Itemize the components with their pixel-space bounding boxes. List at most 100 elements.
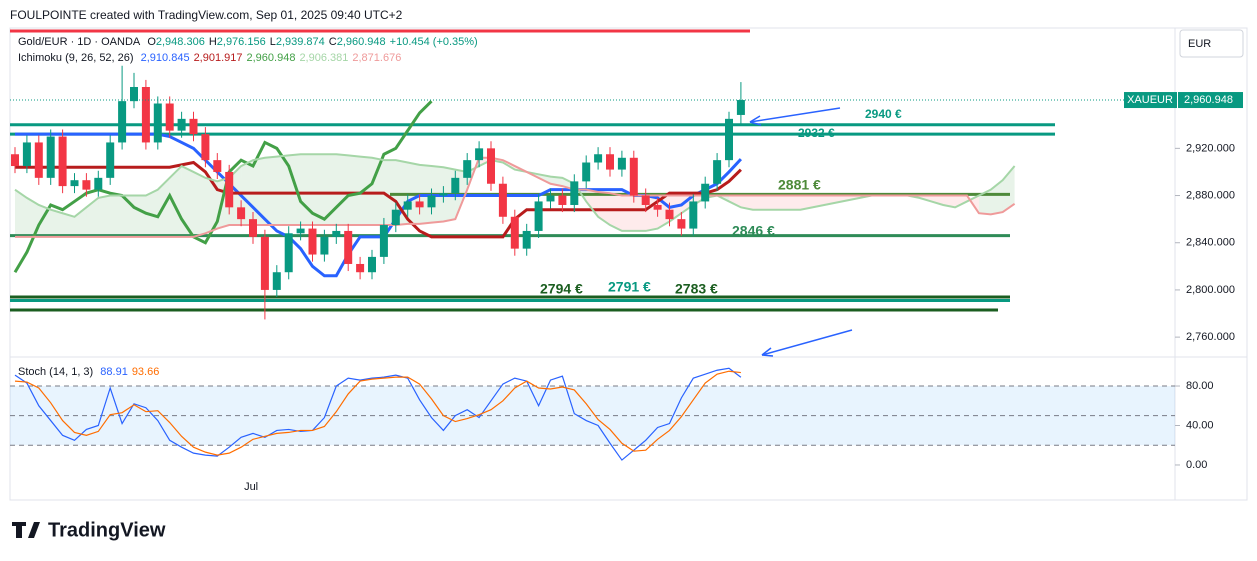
candle-body [213,160,222,172]
candle-body [689,201,698,229]
y-tick-label: 0.00 [1186,459,1207,471]
candle-body [237,207,246,220]
candle-body [427,195,436,208]
level-label: 2846 € [732,223,775,239]
candle-body [368,256,376,273]
cloud-fill [943,195,956,208]
y-tick-label: 40.00 [1186,419,1214,431]
cloud-fill [776,195,789,210]
y-tick-label: 2,760.000 [1186,331,1235,343]
stoch-name: Stoch (14, 1, 3) [18,366,94,378]
candle-body [332,230,341,237]
candle-body [379,225,388,257]
arrow-head [761,347,774,357]
candle-body [272,272,281,290]
candle-body [11,154,19,167]
cloud-fill [98,195,111,237]
level-label: 2881 € [778,177,821,193]
level-label: 2783 € [675,281,718,297]
cloud-fill [38,204,51,237]
ohlc-value: 2,976.156 [216,36,266,48]
currency-box[interactable] [1179,29,1244,58]
cloud-fill [764,195,777,210]
arrow [749,107,841,123]
cloud-fill [312,154,325,226]
candle-body [594,154,603,163]
ohlc-value: 2,960.948 [336,36,386,48]
candle-body [522,230,531,249]
cloud-fill [324,154,337,226]
currency: EUR [1188,38,1211,50]
cloud-fill [86,197,99,237]
candle-body [510,216,519,249]
candle-body [582,162,591,182]
candle-body [249,219,257,237]
candle-body [606,154,614,170]
candle-body [46,136,55,178]
cloud-fill [288,154,301,226]
cloud-fill [360,156,372,226]
cloud-fill [383,160,396,226]
arrow [761,329,853,356]
candle-body [451,177,460,194]
candle-body [439,193,448,196]
y-tick-label: 2,880.000 [1186,189,1235,201]
cloud-fill [134,195,146,237]
candle-body [570,181,579,205]
cloud-fill [336,154,349,226]
stoch-legend: Stoch (14, 1, 3) 88.91 93.66 [18,366,163,378]
candle-body [34,142,43,178]
cloud-fill [788,195,801,210]
y-tick-label: 2,920.000 [1186,142,1235,154]
cloud-fill [729,195,741,208]
candle-body [487,148,495,184]
cloud-fill [955,195,967,208]
candle-body [153,103,162,143]
candle-body [677,219,686,229]
symbol-tag [1124,92,1177,109]
cloud-fill [300,154,313,226]
cloud-fill [145,189,158,237]
symbol: Gold/EUR · 1D · OANDA [18,36,141,48]
candle-body [534,201,543,231]
candle-body [58,136,67,187]
candle-body [118,101,127,143]
candle-body [260,236,269,290]
cloud-fill [800,195,813,210]
arrow-head [749,115,762,126]
candle-body [284,233,293,273]
indicator-legend: Ichimoku (9, 26, 52, 26) 2,910.845 2,901.… [18,52,405,64]
cloud-fill [50,209,63,237]
candle-body [308,228,317,255]
indicator-line [15,132,742,278]
ohlc-key: H [208,36,217,48]
cloud-fill [348,155,361,226]
indicator-value: 2,901.917 [193,52,243,64]
price-tag-label: 2,960.948 [1184,94,1233,106]
candle-body [225,171,234,208]
candle-body [82,180,91,190]
level-label: 2791 € [608,279,651,295]
change: +10.454 (+0.35%) [389,36,478,48]
level-label: 2932 € [798,126,835,140]
band-fill [10,386,1175,446]
candle-body [344,230,353,264]
candle-body [70,180,79,187]
candle-body [201,134,210,161]
indicator-name: Ichimoku (9, 26, 52, 26) [18,52,134,64]
cloud-fill [752,195,765,210]
cloud-fill [110,195,123,237]
candle-body [725,118,733,161]
ohlc-key: L [269,36,276,48]
stoch-line [14,367,742,461]
candle-body [296,228,305,234]
cloud-fill [205,177,218,234]
ohlc-key: C [328,36,337,48]
ohlc-key: O [147,36,156,48]
logo-mark [12,522,40,538]
cloud-fill [610,193,622,231]
candle-body [141,86,150,143]
stoch-value: 88.91 [100,366,128,378]
